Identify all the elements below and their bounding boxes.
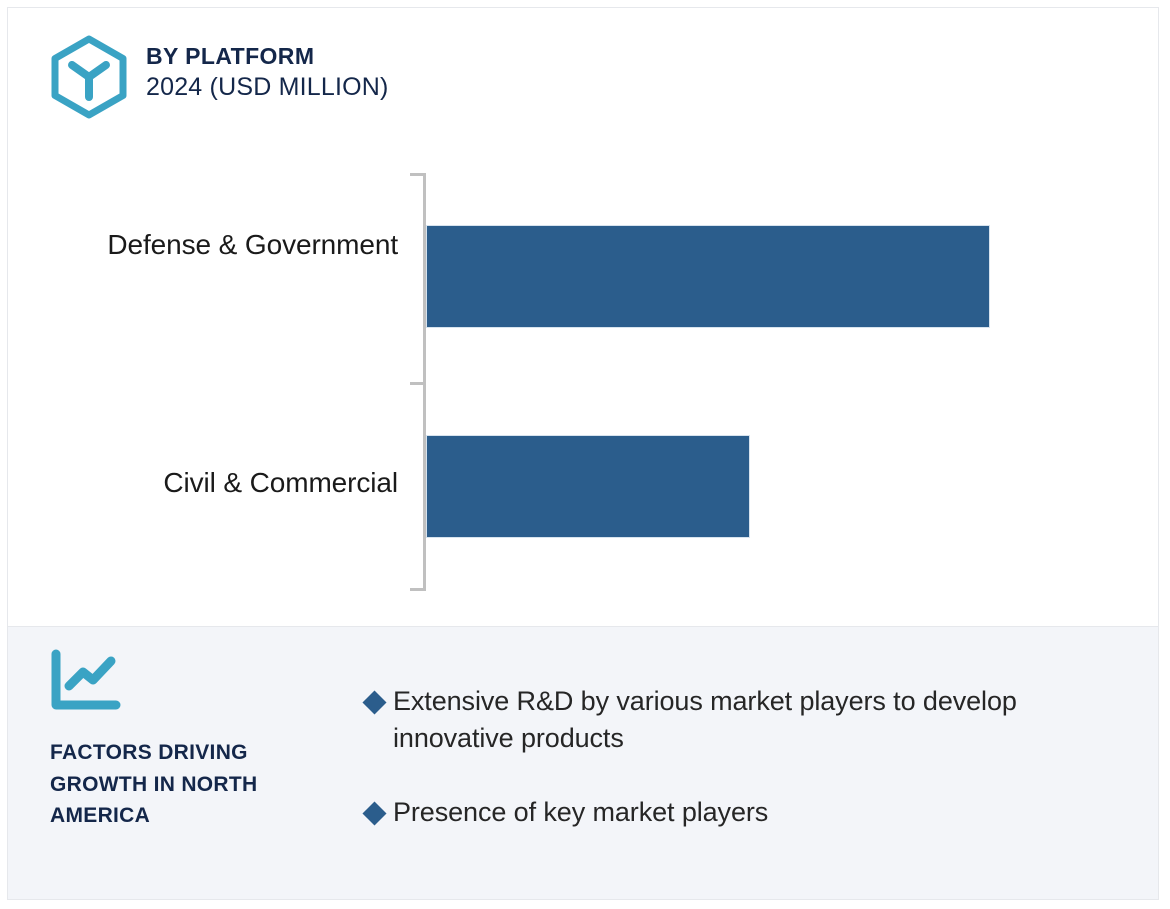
axis-tick-bottom — [410, 588, 426, 591]
list-item-text: Presence of key market players — [393, 796, 769, 827]
hexagon-y-icon — [48, 34, 130, 120]
factors-panel-heading: FACTORS DRIVING GROWTH IN NORTH AMERICA — [50, 741, 258, 827]
factors-panel: FACTORS DRIVING GROWTH IN NORTH AMERICA … — [8, 626, 1158, 899]
line-chart-icon — [50, 649, 320, 711]
page-subtitle: 2024 (USD MILLION) — [146, 72, 389, 101]
list-item-text: Extensive R&D by various market players … — [393, 686, 1017, 754]
factors-bullet-list: Extensive R&D by various market players … — [362, 683, 1106, 831]
category-labels: Defense & Government Civil & Commercial — [68, 8, 398, 626]
bar-chart: Defense & Government Civil & Commercial — [8, 8, 1158, 626]
list-item: Extensive R&D by various market players … — [362, 683, 1106, 758]
axis-tick-top — [410, 173, 426, 176]
header: BY PLATFORM 2024 (USD MILLION) — [48, 32, 389, 120]
header-text: BY PLATFORM 2024 (USD MILLION) — [146, 32, 389, 103]
infographic-card: BY PLATFORM 2024 (USD MILLION) Defense &… — [7, 7, 1159, 900]
list-item: Presence of key market players — [362, 794, 1106, 831]
diamond-bullet-icon — [362, 800, 387, 826]
category-label-civil-commercial: Civil & Commercial — [163, 467, 398, 498]
bar-civil-commercial — [426, 435, 751, 538]
diamond-bullet-icon — [362, 690, 387, 715]
category-label-defense-government: Defense & Government — [107, 229, 398, 260]
axis-tick-middle — [410, 382, 426, 385]
factors-panel-left: FACTORS DRIVING GROWTH IN NORTH AMERICA — [50, 649, 320, 832]
bar-defense-government — [426, 225, 990, 328]
page-title: BY PLATFORM — [146, 43, 315, 69]
